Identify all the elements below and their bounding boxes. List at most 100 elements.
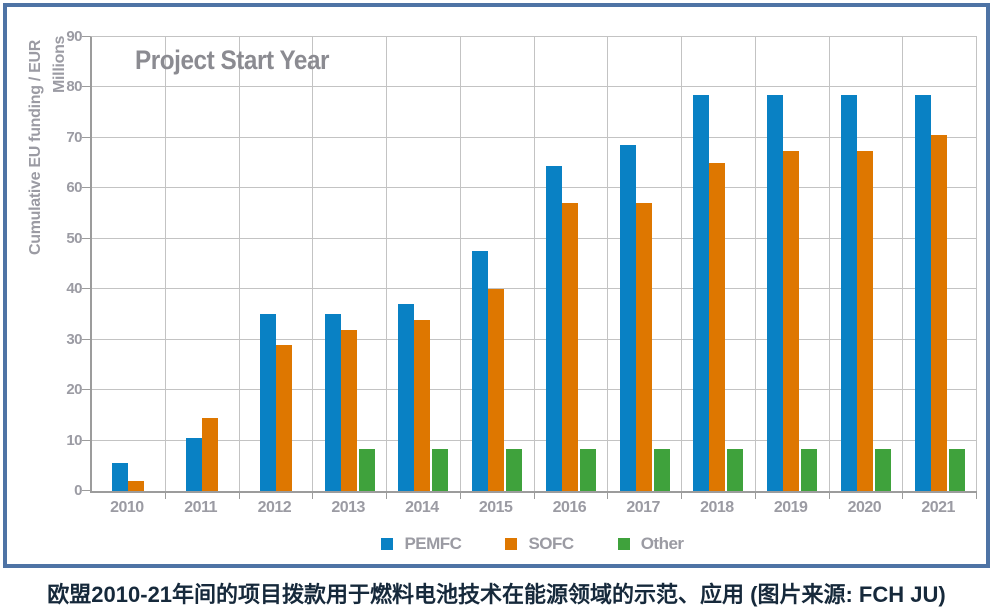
x-tickmark-2017 [681, 493, 682, 499]
bar-other-2015 [506, 449, 523, 491]
legend-label-sofc: SOFC [528, 534, 574, 553]
bar-other-2018 [727, 449, 744, 491]
legend-swatch-pemfc [381, 538, 394, 550]
legend-label-pemfc: PEMFC [404, 534, 462, 553]
x-tick-label-2017: 2017 [626, 499, 660, 516]
y-tickmark-90 [82, 36, 90, 37]
bar-other-2014 [432, 449, 449, 491]
x-tick-label-2018: 2018 [700, 499, 734, 516]
bar-group-2010 [92, 37, 166, 499]
bar-sofc-2019 [783, 150, 800, 491]
bar-group-2012 [240, 37, 314, 499]
x-tick-label-2011: 2011 [184, 499, 217, 516]
y-tick-label-80: 80 [66, 78, 82, 96]
bar-pemfc-2014 [398, 304, 415, 491]
bar-pemfc-2011 [186, 438, 203, 491]
gridline-y-20 [92, 389, 977, 391]
x-tick-label-2013: 2013 [331, 499, 365, 516]
x-tickmark-2012 [312, 493, 314, 499]
bar-other-2021 [948, 449, 965, 491]
x-tick-label-2015: 2015 [478, 499, 513, 516]
bar-group-2013 [313, 37, 387, 499]
bar-group-2019 [756, 37, 830, 499]
x-tick-label-2016: 2016 [552, 499, 587, 516]
y-tickmark-10 [82, 439, 90, 441]
x-tick-label-2014: 2014 [405, 499, 439, 516]
x-tickmark-2015 [533, 493, 535, 499]
x-tickmark-2018 [754, 493, 756, 499]
x-tickmark-2019 [828, 493, 830, 499]
y-tickmark-0 [82, 490, 90, 491]
bar-group-2020 [830, 37, 904, 499]
legend-item-sofc: SOFC [505, 534, 574, 554]
y-tick-label-20: 20 [66, 381, 82, 399]
x-tickmark-2011 [238, 493, 240, 499]
gridline-y-10 [92, 439, 977, 441]
y-tickmark-60 [82, 187, 90, 189]
bar-group-2016 [535, 37, 609, 499]
bar-pemfc-2012 [259, 314, 276, 491]
y-tick-label-50: 50 [66, 229, 82, 247]
bar-sofc-2018 [709, 163, 726, 491]
bar-sofc-2021 [930, 135, 947, 491]
bar-pemfc-2016 [545, 165, 562, 491]
x-tickmark-2020 [902, 493, 904, 499]
x-tickmark-2013 [386, 493, 387, 499]
bar-other-2020 [874, 449, 891, 491]
caption: 欧盟2010-21年间的项目拨款用于燃料电池技术在能源领域的示范、应用 (图片来… [47, 582, 946, 607]
bar-other-2016 [579, 449, 596, 491]
legend-swatch-other [617, 538, 630, 550]
legend-item-pemfc: PEMFC [381, 534, 462, 554]
x-tickmark-2014 [459, 493, 461, 499]
gridline-y-30 [92, 338, 977, 340]
y-tick-label-60: 60 [66, 179, 82, 197]
y-tickmark-70 [82, 136, 90, 138]
legend-item-other: Other [617, 534, 684, 554]
x-tick-label-2012: 2012 [257, 499, 292, 516]
x-tick-label-2020: 2020 [847, 499, 882, 516]
bar-pemfc-2018 [693, 95, 710, 491]
y-tickmark-20 [82, 389, 90, 391]
bar-sofc-2016 [561, 203, 578, 491]
bar-sofc-2012 [275, 344, 292, 491]
x-axis-labels: 2010 2011 2012 2013 2014 2015 2016 2017 2018 2019… [90, 499, 975, 517]
y-tick-label-70: 70 [66, 128, 82, 146]
gridline-y-50 [92, 237, 977, 239]
y-tick-label-10: 10 [66, 431, 82, 449]
bar-sofc-2017 [635, 203, 652, 491]
x-tickmark-2021 [976, 493, 977, 499]
y-tickmark-30 [82, 338, 90, 340]
bar-group-2015 [461, 37, 535, 499]
gridline-y-70 [92, 136, 977, 138]
bar-groups [92, 37, 977, 499]
gridline-y-60 [92, 187, 977, 189]
bar-sofc-2014 [414, 319, 431, 491]
bar-other-2013 [358, 449, 375, 491]
bar-sofc-2011 [202, 417, 219, 491]
x-tickmark-2016 [607, 493, 609, 499]
x-tick-label-2010: 2010 [110, 499, 144, 516]
bar-pemfc-2020 [840, 95, 857, 491]
legend-swatch-sofc [505, 538, 518, 550]
bar-pemfc-2017 [619, 145, 636, 491]
y-tick-label-30: 30 [66, 330, 82, 348]
bar-pemfc-2010 [112, 463, 129, 491]
bar-other-2017 [653, 449, 670, 491]
y-tickmark-80 [82, 86, 90, 88]
gridline-y-80 [92, 86, 977, 88]
bar-sofc-2020 [856, 150, 873, 491]
bar-group-2021 [903, 37, 977, 499]
bar-pemfc-2019 [767, 95, 784, 491]
x-tick-label-2021: 2021 [921, 499, 955, 516]
y-tick-label-0: 0 [74, 482, 82, 499]
legend: PEMFC SOFC Other [90, 534, 975, 554]
bar-other-2019 [801, 449, 818, 491]
y-tick-label-40: 40 [66, 280, 82, 298]
y-tick-label-90: 90 [66, 28, 82, 45]
plot-area: 0 10 20 30 40 50 60 70 80 90 [66, 28, 977, 499]
bar-sofc-2013 [340, 329, 357, 491]
bar-group-2018 [682, 37, 756, 499]
bar-pemfc-2021 [914, 95, 931, 491]
bar-sofc-2010 [128, 480, 145, 491]
bar-pemfc-2013 [324, 314, 341, 491]
